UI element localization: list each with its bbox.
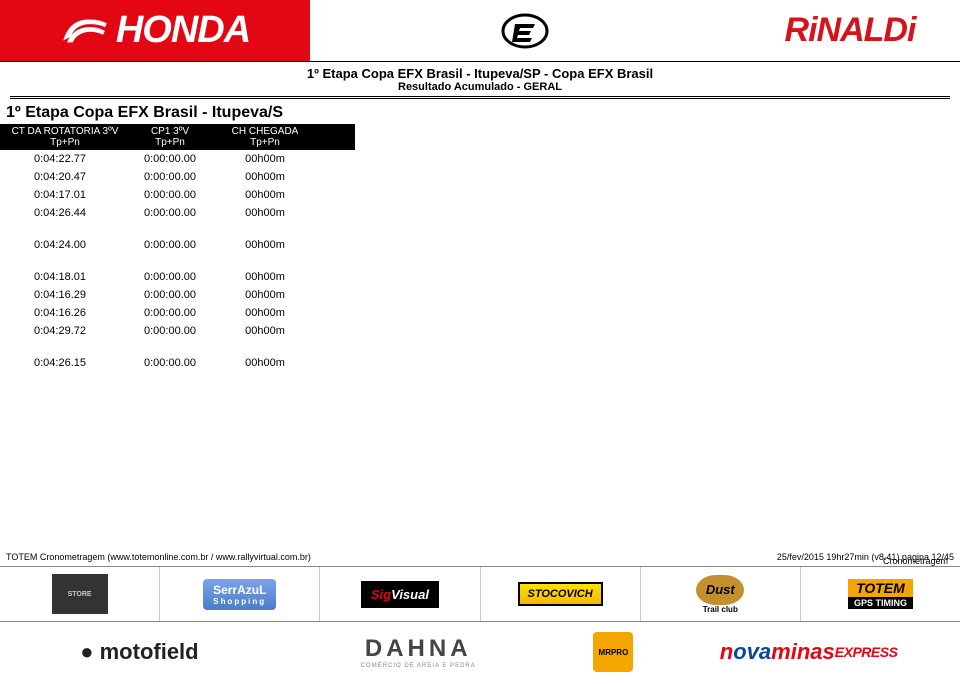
cell-rotatoria: 0:04:26.44	[6, 207, 130, 219]
sponsor-totem: TOTEM GPS TIMING	[801, 567, 960, 621]
serrazul-subtext: Shopping	[213, 597, 266, 606]
cell-cp1: 0:00:00.00	[130, 171, 210, 183]
footer-line: TOTEM Cronometragem (www.totemonline.com…	[0, 552, 960, 562]
cell-rotatoria: 0:04:29.72	[6, 325, 130, 337]
col-header-label: CT DA ROTATORIA 3ºV	[0, 126, 130, 137]
sigvisual-logo: SigVisual	[361, 581, 439, 608]
cell-chegada: 00h00m	[210, 271, 320, 283]
cell-chegada: 00h00m	[210, 357, 320, 369]
cell-cp1: 0:00:00.00	[130, 325, 210, 337]
mrpro-text: MRPRO	[593, 632, 633, 672]
sponsor-sacramento: STORE	[0, 567, 160, 621]
col-header-label: CP1 3ºV	[130, 126, 210, 137]
sponsor-mrpro: MRPRO	[558, 632, 670, 672]
column-header: CT DA ROTATORIA 3ºV Tp+Pn CP1 3ºV Tp+Pn …	[0, 124, 355, 150]
table-row: 0:04:17.010:00:00.0000h00m	[6, 186, 960, 204]
col-header-chegada: CH CHEGADA Tp+Pn	[210, 124, 320, 150]
sponsor-dahna: DAHNA COMÉRCIO DE AREIA E PEDRA	[279, 635, 558, 669]
cell-rotatoria: 0:04:20.47	[6, 171, 130, 183]
event-title: 1º Etapa Copa EFX Brasil - Itupeva/S	[0, 100, 960, 124]
divider	[10, 96, 950, 97]
col-header-sublabel: Tp+Pn	[0, 137, 130, 148]
table-row: 0:04:16.260:00:00.0000h00m	[6, 304, 960, 322]
stocovich-text: STOCOVICH	[518, 582, 603, 606]
cell-rotatoria: 0:04:24.00	[6, 239, 130, 251]
sponsor-dust: Dust Trail club	[641, 567, 801, 621]
cell-cp1: 0:00:00.00	[130, 189, 210, 201]
serrazul-text: SerrAzuL	[213, 583, 266, 597]
honda-text: HONDA	[116, 9, 250, 52]
dahna-text: DAHNA	[361, 635, 476, 663]
cell-rotatoria: 0:04:16.29	[6, 289, 130, 301]
dust-subtext: Trail club	[696, 605, 744, 614]
col-header-sublabel: Tp+Pn	[130, 137, 210, 148]
col-header-sublabel: Tp+Pn	[210, 137, 320, 148]
table-row: 0:04:26.440:00:00.0000h00m	[6, 204, 960, 222]
totem-subtext: GPS TIMING	[848, 597, 913, 609]
cell-chegada: 00h00m	[210, 239, 320, 251]
table-row: 0:04:16.290:00:00.0000h00m	[6, 286, 960, 304]
table-row: 0:04:18.010:00:00.0000h00m	[6, 268, 960, 286]
cell-cp1: 0:00:00.00	[130, 153, 210, 165]
table-row: 0:04:24.000:00:00.0000h00m	[6, 236, 960, 254]
table-row: 0:04:26.150:00:00.0000h00m	[6, 354, 960, 372]
cell-cp1: 0:00:00.00	[130, 289, 210, 301]
wing-icon	[60, 12, 110, 50]
data-rows: 0:04:22.770:00:00.0000h00m0:04:20.470:00…	[0, 150, 960, 372]
totem-text: TOTEM	[848, 579, 913, 597]
sponsor-sigvisual: SigVisual	[320, 567, 480, 621]
cell-cp1: 0:00:00.00	[130, 307, 210, 319]
cell-chegada: 00h00m	[210, 171, 320, 183]
top-banner: HONDA RiNALDi	[0, 0, 960, 62]
center-logo-block	[310, 0, 740, 61]
col-header-label: CH CHEGADA	[210, 126, 320, 137]
bottom-strip: ● motofield DAHNA COMÉRCIO DE AREIA E PE…	[0, 624, 960, 680]
table-row: 0:04:20.470:00:00.0000h00m	[6, 168, 960, 186]
rinaldi-text: RiNALDi	[785, 11, 916, 50]
cronometragem-label: Cronometragem	[883, 556, 948, 566]
table-row: 0:04:22.770:00:00.0000h00m	[6, 150, 960, 168]
cell-chegada: 00h00m	[210, 189, 320, 201]
honda-logo-block: HONDA	[0, 0, 310, 61]
dahna-subtext: COMÉRCIO DE AREIA E PEDRA	[361, 663, 476, 669]
sponsor-motofield: ● motofield	[0, 639, 279, 665]
cell-chegada: 00h00m	[210, 153, 320, 165]
novaminas-text: novaminas	[720, 639, 835, 665]
sponsor-novaminas: novaminas EXPRESS	[669, 639, 960, 665]
divider	[10, 98, 950, 99]
cell-rotatoria: 0:04:22.77	[6, 153, 130, 165]
title-bar: 1º Etapa Copa EFX Brasil - Itupeva/SP - …	[0, 62, 960, 95]
cell-rotatoria: 0:04:17.01	[6, 189, 130, 201]
col-header-cp1: CP1 3ºV Tp+Pn	[130, 124, 210, 150]
cell-chegada: 00h00m	[210, 307, 320, 319]
cell-rotatoria: 0:04:26.15	[6, 357, 130, 369]
cell-rotatoria: 0:04:16.26	[6, 307, 130, 319]
motofield-text: ● motofield	[80, 639, 198, 665]
sponsor-strip: STORE SerrAzuL Shopping SigVisual STOCOV…	[0, 566, 960, 622]
cell-chegada: 00h00m	[210, 207, 320, 219]
page-subtitle: Resultado Acumulado - GERAL	[0, 81, 960, 93]
col-header-rotatoria: CT DA ROTATORIA 3ºV Tp+Pn	[0, 124, 130, 150]
sacramento-icon: STORE	[52, 574, 108, 614]
table-row: 0:04:29.720:00:00.0000h00m	[6, 322, 960, 340]
novaminas-subtext: EXPRESS	[835, 644, 898, 660]
cell-rotatoria: 0:04:18.01	[6, 271, 130, 283]
cell-cp1: 0:00:00.00	[130, 207, 210, 219]
cell-chegada: 00h00m	[210, 289, 320, 301]
page-title: 1º Etapa Copa EFX Brasil - Itupeva/SP - …	[0, 66, 960, 81]
cell-chegada: 00h00m	[210, 325, 320, 337]
sponsor-serrazul: SerrAzuL Shopping	[160, 567, 320, 621]
cell-cp1: 0:00:00.00	[130, 239, 210, 251]
cell-cp1: 0:00:00.00	[130, 271, 210, 283]
efx-logo-icon	[500, 6, 550, 56]
dust-text: Dust	[696, 575, 744, 605]
footer-left: TOTEM Cronometragem (www.totemonline.com…	[6, 552, 311, 562]
cell-cp1: 0:00:00.00	[130, 357, 210, 369]
sponsor-stocovich: STOCOVICH	[481, 567, 641, 621]
rinaldi-logo-block: RiNALDi	[740, 0, 960, 61]
